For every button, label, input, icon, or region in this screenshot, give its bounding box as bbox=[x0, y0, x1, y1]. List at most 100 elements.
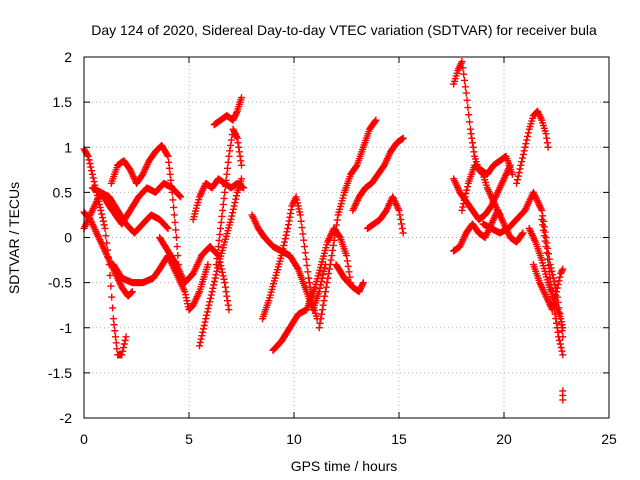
data-point bbox=[549, 293, 557, 301]
data-point bbox=[541, 237, 549, 245]
data-point bbox=[109, 304, 117, 312]
data-point bbox=[113, 345, 121, 353]
data-point bbox=[107, 282, 115, 290]
data-point bbox=[538, 206, 546, 214]
data-point bbox=[214, 249, 222, 257]
series-arc-13 bbox=[259, 193, 321, 323]
data-point bbox=[221, 188, 229, 196]
series-arc-11 bbox=[212, 125, 245, 269]
data-point bbox=[209, 284, 217, 292]
data-point bbox=[98, 214, 106, 222]
data-point bbox=[164, 152, 172, 160]
data-point bbox=[112, 333, 119, 341]
data-point bbox=[524, 132, 532, 140]
data-point bbox=[399, 229, 407, 237]
data-point bbox=[514, 172, 522, 180]
data-point bbox=[199, 328, 207, 336]
data-point bbox=[397, 215, 405, 223]
data-point bbox=[462, 190, 470, 198]
data-point bbox=[466, 118, 474, 126]
data-point bbox=[540, 232, 548, 240]
data-point bbox=[83, 151, 91, 159]
data-point bbox=[235, 148, 243, 156]
data-point bbox=[109, 315, 117, 323]
data-point bbox=[232, 195, 240, 203]
data-point bbox=[227, 141, 235, 149]
x-tick-label: 25 bbox=[601, 431, 617, 447]
data-point bbox=[463, 96, 471, 104]
data-point bbox=[165, 164, 173, 172]
data-point bbox=[330, 236, 338, 244]
data-point bbox=[169, 196, 177, 204]
data-point bbox=[214, 243, 222, 251]
data-point bbox=[85, 156, 93, 164]
data-point bbox=[281, 238, 289, 246]
data-point bbox=[315, 324, 323, 332]
data-point bbox=[398, 224, 406, 232]
data-point bbox=[100, 221, 108, 229]
data-point bbox=[518, 158, 526, 166]
data-point bbox=[542, 243, 550, 251]
data-marks bbox=[80, 58, 567, 404]
data-point bbox=[172, 226, 180, 234]
data-point bbox=[120, 340, 128, 348]
data-point bbox=[218, 268, 226, 276]
data-point bbox=[128, 288, 136, 296]
data-point bbox=[281, 235, 289, 243]
data-point bbox=[460, 196, 468, 204]
y-tick-label: -0.5 bbox=[48, 275, 72, 291]
y-tick-label: -2 bbox=[60, 410, 73, 426]
data-point bbox=[210, 277, 218, 285]
data-point bbox=[325, 265, 333, 273]
axis-ticks: 0 5 10 15 20 25 -2 -1.5 -1 -0.5 0 0.5 1 1.5 2 bbox=[48, 49, 617, 447]
y-tick-label: 2 bbox=[64, 49, 72, 65]
data-point bbox=[303, 261, 311, 269]
x-tick-label: 15 bbox=[391, 431, 407, 447]
series-arc-23 bbox=[479, 188, 567, 341]
data-point bbox=[553, 284, 561, 292]
data-point bbox=[523, 136, 531, 144]
data-point bbox=[164, 224, 172, 232]
x-tick-label: 5 bbox=[185, 431, 193, 447]
series-arc-20 bbox=[450, 161, 514, 223]
data-point bbox=[206, 298, 214, 306]
data-point bbox=[218, 212, 226, 220]
data-point bbox=[463, 186, 471, 194]
data-point bbox=[297, 217, 305, 225]
data-point bbox=[211, 274, 219, 282]
series-arc-28 bbox=[559, 387, 567, 404]
data-point bbox=[238, 161, 245, 169]
data-point bbox=[225, 306, 233, 314]
y-tick-label: 0.5 bbox=[53, 184, 73, 200]
x-tick-label: 0 bbox=[80, 431, 88, 447]
data-point bbox=[344, 262, 352, 270]
data-point bbox=[231, 199, 239, 207]
data-point bbox=[219, 272, 227, 280]
series-arc-4 bbox=[88, 179, 185, 228]
series-arc-12 bbox=[248, 211, 329, 314]
data-point bbox=[222, 176, 230, 184]
data-point bbox=[226, 147, 234, 155]
data-point bbox=[521, 143, 529, 151]
data-point bbox=[230, 202, 238, 210]
data-point bbox=[539, 221, 547, 229]
data-point bbox=[208, 288, 216, 296]
data-point bbox=[459, 203, 467, 211]
data-point bbox=[333, 216, 341, 224]
data-point bbox=[543, 249, 551, 257]
data-point bbox=[170, 203, 178, 211]
data-point bbox=[333, 221, 341, 229]
y-tick-label: 0 bbox=[64, 230, 72, 246]
series-arc-26 bbox=[529, 261, 567, 314]
data-point bbox=[555, 336, 563, 344]
data-point bbox=[546, 274, 554, 282]
data-point bbox=[464, 183, 472, 191]
data-point bbox=[465, 111, 473, 119]
data-point bbox=[171, 218, 179, 226]
data-point bbox=[172, 259, 180, 267]
series-arc-27 bbox=[538, 215, 567, 359]
data-point bbox=[318, 310, 326, 318]
data-point bbox=[545, 261, 553, 269]
data-point bbox=[461, 193, 469, 201]
